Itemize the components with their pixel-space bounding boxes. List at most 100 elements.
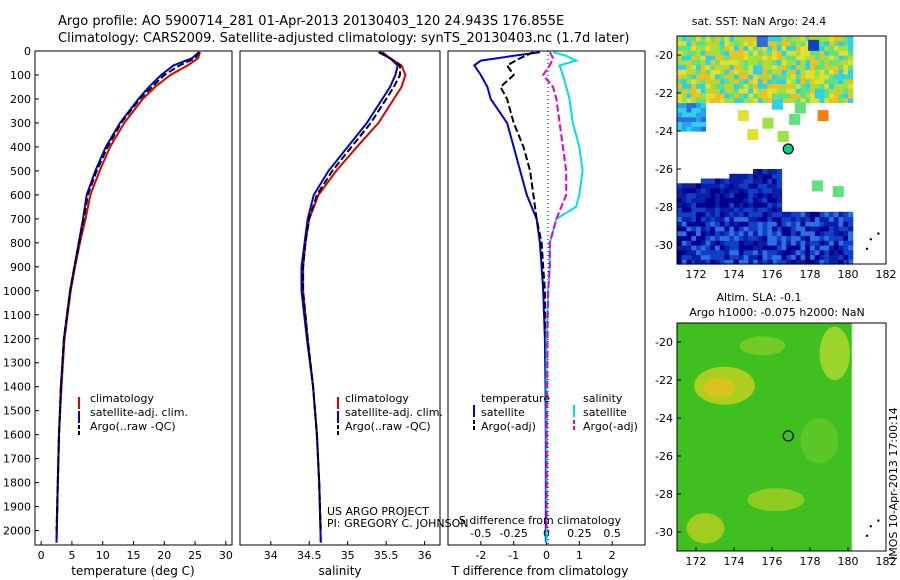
sst-cell [795,249,802,256]
sst-cell [824,249,830,256]
sst-cell [738,178,745,184]
sst-cell [829,45,835,51]
sst-cell [753,197,759,203]
sst-cell [686,259,692,265]
sst-cell [734,259,740,265]
sst-cell [734,74,740,80]
sst-cell [819,254,825,260]
sst-cell [810,74,816,80]
sst-cell [715,216,721,222]
sst-cell [734,188,740,194]
sst-cell [776,202,783,208]
sst-cell [738,216,745,222]
sst-cell [829,235,835,241]
sst-cell [814,254,821,260]
sst-cell [705,178,711,184]
sst-cell [757,202,764,208]
sst-cell [700,36,707,42]
sst-cell [729,211,735,218]
sst-cell [681,249,688,256]
sst-cell [710,240,716,246]
sst-cell [814,240,821,246]
sst-cell [734,40,740,47]
sst-cell [696,93,702,99]
sst-cell [795,259,802,265]
sst-cell [786,78,792,85]
sst-cell [677,183,683,189]
sst-cell [772,83,778,89]
sst-cell [743,64,749,70]
sla-blob [747,488,805,512]
sst-cell [776,178,783,184]
sst-cell [791,254,797,260]
sst-cell [724,45,730,51]
sst-cell [710,45,716,51]
sst-cell [681,240,688,246]
sst-cell [833,245,840,251]
sst-cell [748,197,754,203]
sst-cell [776,211,783,218]
sst-cell [762,202,768,208]
sst-cell [843,97,849,104]
sst-cell [781,59,787,66]
sst-cell [819,45,825,51]
sst-cell [696,230,702,237]
sst-cell [747,129,759,141]
x-tick-label: 36 [418,549,432,562]
sst-cell [819,88,825,94]
sst-cell [753,97,759,104]
sst-cell [677,50,683,56]
sst-cell [776,59,783,66]
sst-cell [767,78,773,85]
sst-cell [838,249,844,256]
sst-cell [791,83,797,89]
sst-cell [724,197,730,203]
sst-cell [838,240,844,246]
sst-cell [681,188,688,194]
sst-cell [795,69,802,75]
sst-cell [715,245,721,251]
sst-cell [762,74,768,80]
sst-cell [824,97,830,104]
sst-cell [791,93,797,99]
sst-cell [814,211,821,218]
sst-cell [696,259,702,265]
sst-cell [719,226,726,232]
sst-cell [762,178,768,184]
sst-cell [791,88,797,94]
legend-s-argo: Argo(-adj) [583,420,638,433]
sst-cell [795,97,802,104]
sst-cell [710,83,716,89]
sst-cell [838,93,844,99]
x-tick-label: 10 [96,549,110,562]
sst-cell [738,192,745,199]
sst-cell [710,235,716,241]
sst-cell [767,188,773,194]
sst-cell [786,64,792,70]
sst-cell [681,74,688,80]
sst-cell [724,259,730,265]
sst-cell [829,211,835,218]
sst-cell [824,88,830,94]
temperature-lines [55,51,201,543]
sst-cell [696,112,702,118]
sst-cell [681,102,688,108]
legend-salinity-title: salinity [583,392,623,405]
sst-cell [757,254,764,260]
sst-cell [681,59,688,66]
sst-cell [743,55,749,61]
sst-cell [795,50,802,56]
sst-cell [710,64,716,70]
sst-cell [832,186,844,198]
sst-cell [753,169,759,175]
sst-cell [734,69,740,75]
sst-cell [767,59,773,66]
sst-cell [772,202,778,208]
sst-cell [756,36,768,47]
sst-cell [781,235,787,241]
sst-cell [829,245,835,251]
sst-cell [677,230,683,237]
sst-cell [776,254,783,260]
sst-cell [724,74,730,80]
sst-cell [748,59,754,66]
